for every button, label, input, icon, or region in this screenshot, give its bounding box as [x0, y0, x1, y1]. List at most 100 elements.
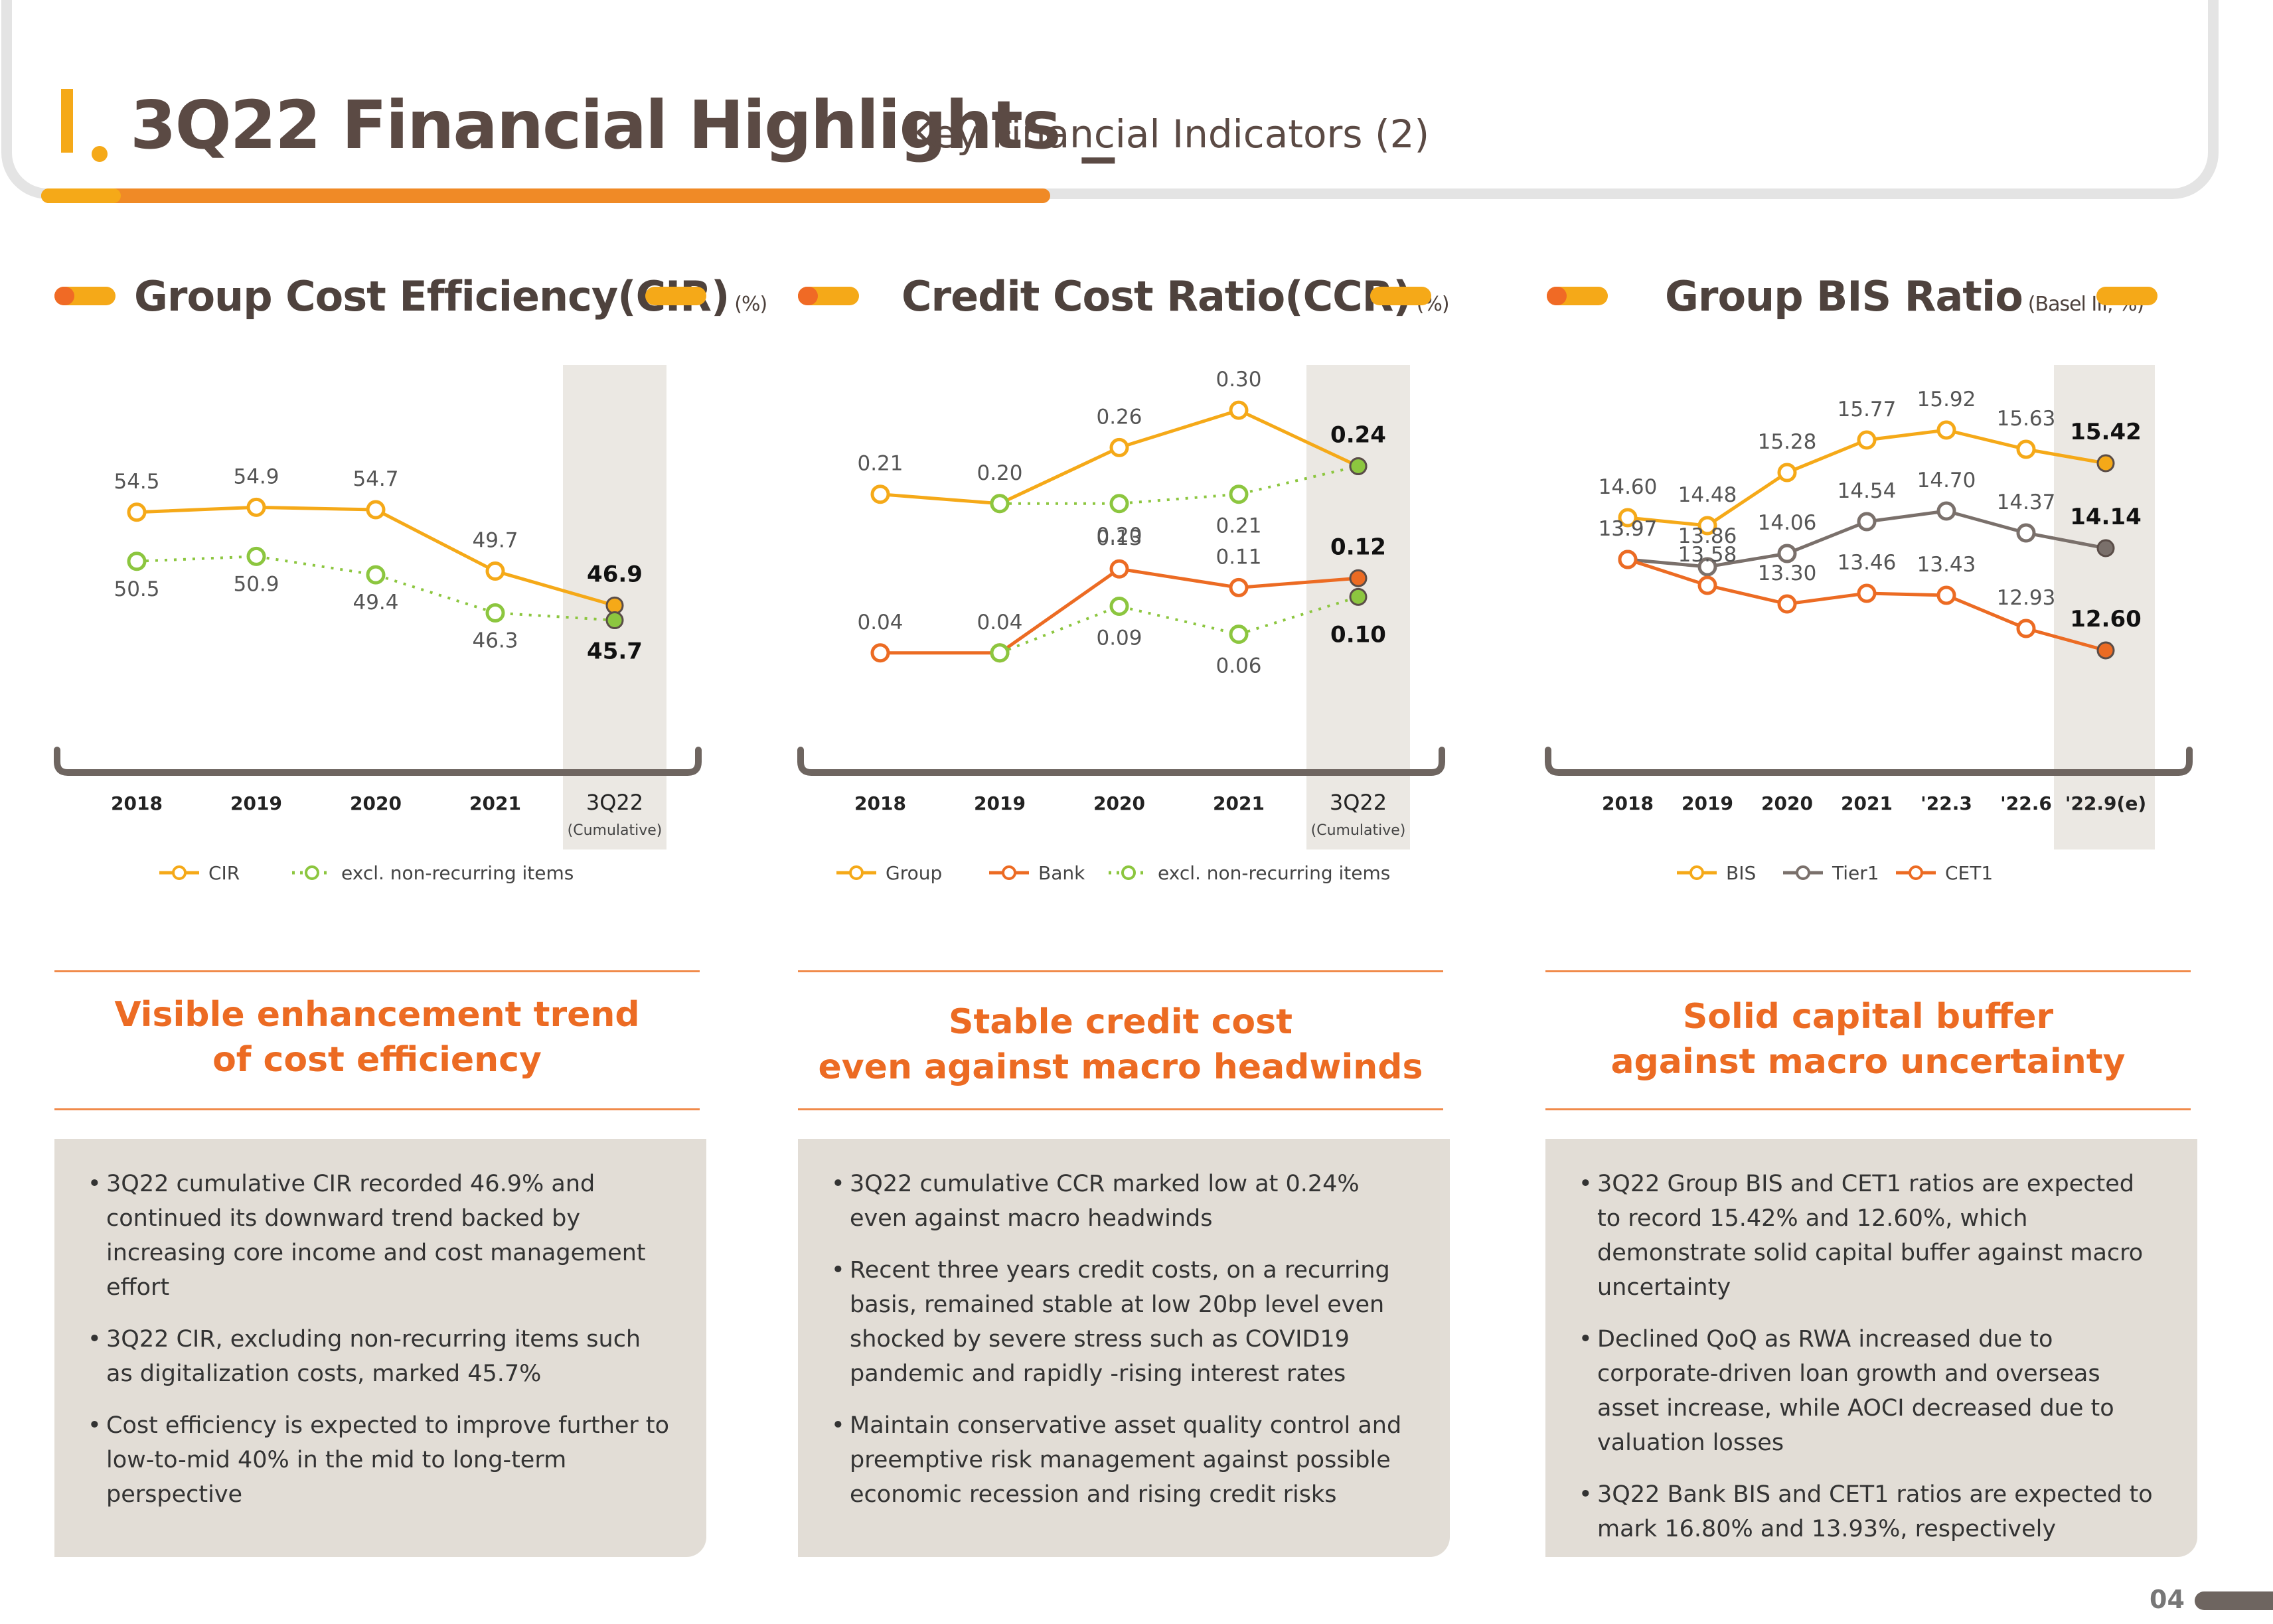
series-point: [1349, 569, 1368, 587]
bullet-box: 3Q22 cumulative CIR recorded 46.9% and c…: [54, 1139, 706, 1557]
section-pill-right: [2096, 287, 2157, 305]
data-label: 0.04: [977, 611, 1022, 634]
series-point: [870, 643, 890, 663]
data-label: 15.77: [1838, 398, 1897, 421]
x-tick-label: 2019: [1682, 792, 1733, 814]
cir-chart: 2018 2019 2020 2021 3Q22 (Cumulative) 54.5 54.9…: [54, 365, 702, 884]
series-point: [990, 494, 1010, 514]
data-label: 0.09: [1096, 626, 1142, 650]
data-label: 14.14: [2070, 504, 2142, 530]
series-point: [2096, 641, 2115, 660]
series-line: [1000, 465, 1359, 505]
series-excl-point: [1349, 587, 1368, 606]
x-tick-label: 2021: [1841, 792, 1893, 814]
legend-marker: [1002, 865, 1016, 880]
series-point: [1109, 559, 1129, 579]
roman-numeral-dot: [92, 146, 108, 162]
bullet-item: Cost efficiency is expected to improve f…: [88, 1408, 673, 1512]
section-title-text: Group Cost Efficiency(CIR): [134, 272, 730, 321]
data-label: 13.30: [1758, 561, 1817, 585]
title-underline-accent: [41, 188, 121, 203]
series-excl-point: [990, 643, 1010, 663]
divider: [1545, 1108, 2191, 1110]
series-point: [1697, 575, 1717, 595]
section-title-text: Group BIS Ratio: [1665, 272, 2023, 321]
data-label: 14.37: [1997, 490, 2056, 514]
highlight-band: [2054, 365, 2155, 849]
x-tick-label: 2018: [111, 792, 163, 814]
legend-marker: [305, 865, 319, 880]
data-label: 50.5: [114, 577, 159, 601]
x-tick-label: 2018: [854, 792, 906, 814]
data-label: 13.58: [1678, 543, 1737, 567]
series-point: [1618, 550, 1638, 569]
x-tick-note: (Cumulative): [568, 822, 663, 839]
series-point: [127, 502, 147, 522]
data-label: 0.21: [857, 452, 903, 476]
legend-label: Group: [886, 862, 942, 884]
series-point: [1936, 585, 1956, 605]
data-label: 13.46: [1838, 551, 1897, 575]
series-point: [1229, 400, 1249, 420]
data-label: 14.70: [1917, 469, 1976, 492]
data-label: 49.4: [353, 591, 398, 615]
series-point: [485, 561, 505, 581]
section-title-cir: Group Cost Efficiency(CIR) (%): [134, 272, 767, 321]
data-label: 50.9: [233, 572, 279, 596]
bullet-item: 3Q22 Bank BIS and CET1 ratios are expect…: [1579, 1477, 2164, 1546]
series-excl-point: [1229, 625, 1249, 644]
series-point: [2096, 454, 2115, 473]
ccr-chart: 2018 2019 2020 2021 3Q22 (Cumulative) 0.21 0.20…: [797, 365, 1445, 884]
series-point: [2016, 439, 2036, 459]
title-underline: [41, 188, 1050, 203]
series-point: [1109, 494, 1129, 514]
data-label: 13.86: [1678, 524, 1737, 548]
x-tick-label: 2021: [469, 792, 521, 814]
data-label: 14.06: [1758, 511, 1817, 535]
data-label: 0.21: [1215, 514, 1261, 538]
series-point: [1857, 430, 1877, 450]
section-unit: (%): [734, 293, 767, 316]
legend-marker: [1121, 865, 1136, 880]
legend-label: Bank: [1038, 862, 1085, 884]
series-point: [2096, 539, 2115, 557]
series-excl-point: [1109, 596, 1129, 616]
series-point: [1697, 557, 1717, 577]
section-headline: Stable credit cost even against macro he…: [795, 999, 1446, 1090]
bullet-item: 3Q22 cumulative CCR marked low at 0.24% …: [831, 1167, 1417, 1236]
series-point: [605, 611, 624, 630]
headline-line: against macro uncertainty: [1610, 1042, 2126, 1082]
page-number: 04: [2150, 1585, 2185, 1614]
legend-label: CET1: [1945, 862, 1993, 884]
legend-label: excl. non-recurring items: [341, 862, 574, 884]
data-label: 14.48: [1678, 483, 1737, 507]
x-tick-label: 2020: [1761, 792, 1813, 814]
data-label: 0.26: [1096, 405, 1142, 429]
data-label: 0.10: [1330, 621, 1386, 648]
data-label: 49.7: [472, 529, 518, 553]
bullet-item: 3Q22 Group BIS and CET1 ratios are expec…: [1579, 1167, 2164, 1305]
data-label: 46.3: [472, 628, 518, 652]
x-axis-bracket: [1545, 747, 2193, 776]
series-point: [1229, 577, 1249, 597]
x-tick-label: 3Q22: [586, 790, 643, 815]
data-label: 15.63: [1997, 407, 2056, 431]
series-point: [1349, 457, 1368, 475]
page-number-bar: [2195, 1591, 2273, 1610]
series-point: [1857, 583, 1877, 603]
x-tick-label: '22.9(e): [2065, 792, 2146, 814]
series-point: [1777, 463, 1797, 482]
x-tick-note: (Cumulative): [1311, 822, 1406, 839]
x-tick-label: 2021: [1213, 792, 1265, 814]
section-headline: Visible enhancement trend of cost effici…: [52, 992, 702, 1082]
bis-chart: 2018 2019 2020 2021 '22.3 '22.6 '22.9(e) 14.60 1…: [1545, 365, 2193, 884]
section-pill-left: [54, 287, 116, 305]
x-tick-label: '22.6: [2000, 792, 2052, 814]
legend-label: CIR: [208, 862, 240, 884]
series-point: [1697, 516, 1717, 536]
bullet-item: 3Q22 cumulative CIR recorded 46.9% and c…: [88, 1167, 673, 1305]
data-label: 0.12: [1330, 534, 1386, 560]
series-point: [485, 603, 505, 623]
bullet-item: Maintain conservative asset quality cont…: [831, 1408, 1417, 1512]
x-axis-bracket: [54, 747, 702, 776]
